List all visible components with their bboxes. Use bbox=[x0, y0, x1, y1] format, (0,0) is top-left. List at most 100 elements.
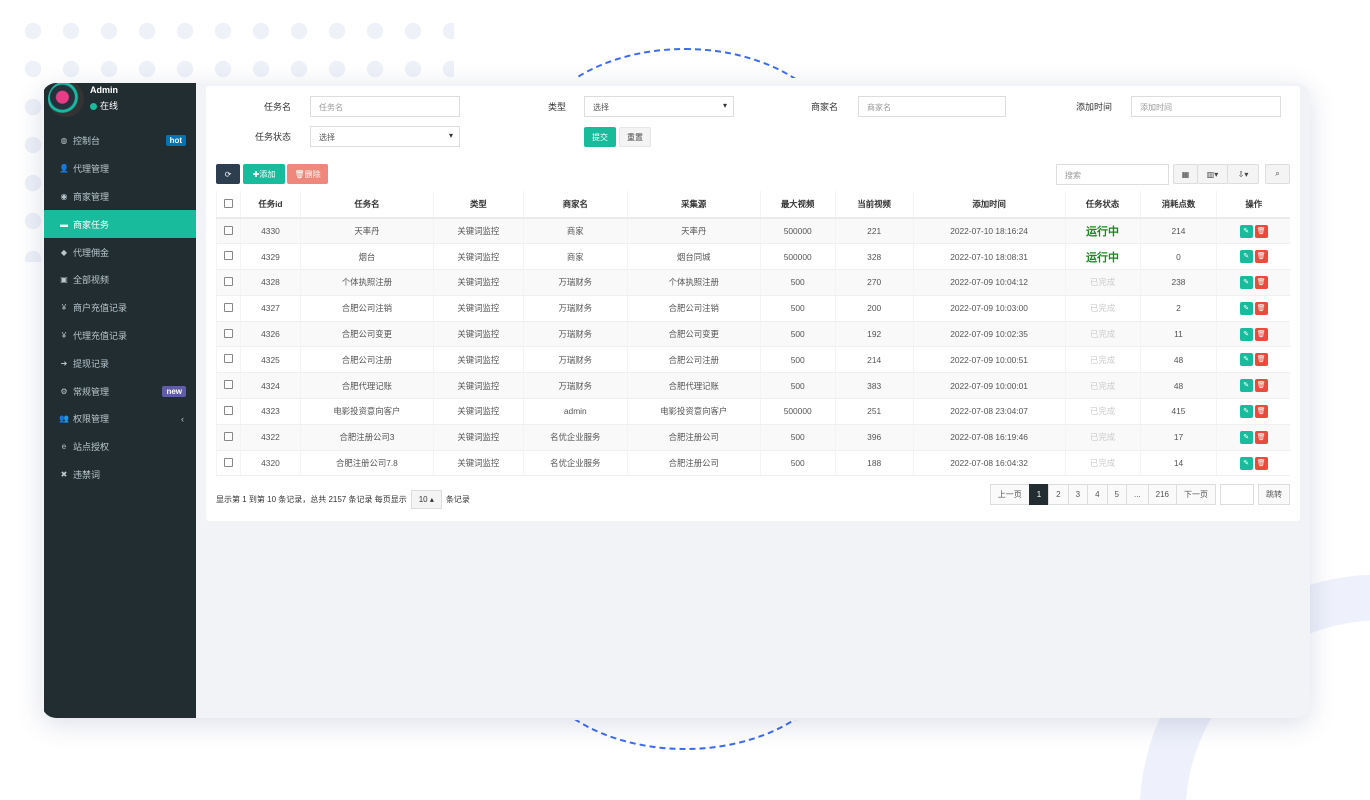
table-cell: 500000 bbox=[759, 243, 836, 271]
edit-icon[interactable]: ✎ bbox=[1239, 275, 1253, 289]
sidebar-item-6[interactable]: ¥ 商户充值记录 bbox=[44, 294, 196, 322]
trash-icon[interactable]: 🗑 bbox=[1254, 353, 1268, 367]
trash-icon[interactable]: 🗑 bbox=[1254, 275, 1268, 289]
column-header[interactable]: 任务状态 bbox=[1064, 191, 1140, 219]
status-select[interactable]: 选择 bbox=[310, 126, 460, 147]
sidebar-item-4[interactable]: ◆ 代理佣金 bbox=[44, 238, 196, 266]
page-button[interactable]: 5 bbox=[1106, 484, 1127, 505]
jump-button[interactable]: 跳转 bbox=[1258, 484, 1290, 505]
table-row: 4323 电影投资意向客户 关键词监控 admin 电影投资意向客户 500000 251 2… bbox=[216, 398, 1290, 425]
main-panel: 任务名 任务名 类型 选择 商家名 商家名 添加时间 添加时间 任务状态 选择 … bbox=[206, 86, 1300, 521]
chevron-left-icon[interactable]: ‹ bbox=[181, 413, 184, 424]
select-all-checkbox[interactable] bbox=[223, 198, 233, 208]
sidebar-item-10[interactable]: 👥 权限管理 ‹ bbox=[44, 405, 196, 433]
sidebar-item-5[interactable]: ▣ 全部视频 bbox=[44, 266, 196, 294]
column-header[interactable]: 任务名 bbox=[299, 191, 434, 219]
row-checkbox[interactable] bbox=[223, 431, 233, 441]
search-button[interactable]: ⌕ bbox=[1265, 164, 1290, 184]
edit-icon[interactable]: ✎ bbox=[1239, 301, 1253, 315]
task-name-input[interactable]: 任务名 bbox=[310, 96, 460, 117]
reset-button[interactable]: 重置 bbox=[619, 127, 651, 147]
columns-button[interactable]: ▥▾ bbox=[1197, 164, 1228, 184]
add-button[interactable]: ✚ 添加 bbox=[243, 164, 285, 184]
refresh-button[interactable]: ⟳ bbox=[216, 164, 240, 184]
sidebar-item-0[interactable]: ◍ 控制台 hot bbox=[44, 127, 196, 155]
column-header[interactable]: 操作 bbox=[1216, 191, 1290, 219]
edit-icon[interactable]: ✎ bbox=[1239, 430, 1253, 444]
column-header[interactable]: 当前视频 bbox=[834, 191, 914, 219]
table-cell: 合肥公司变更 bbox=[626, 321, 761, 348]
table-cell: 4320 bbox=[239, 450, 301, 477]
page-button[interactable]: 4 bbox=[1087, 484, 1108, 505]
row-checkbox[interactable] bbox=[223, 380, 233, 390]
sidebar-item-12[interactable]: ✖ 违禁词 bbox=[44, 461, 196, 489]
table-cell: 4322 bbox=[239, 424, 301, 451]
submit-button[interactable]: 提交 bbox=[584, 127, 616, 147]
toggle-view-button[interactable]: ▦ bbox=[1173, 164, 1198, 184]
row-checkbox[interactable] bbox=[223, 225, 233, 235]
row-checkbox[interactable] bbox=[223, 251, 233, 261]
page-button[interactable]: 3 bbox=[1067, 484, 1089, 505]
sidebar-item-11[interactable]: e 站点授权 bbox=[44, 433, 196, 461]
table-cell: 2022-07-08 16:04:32 bbox=[912, 450, 1066, 477]
trash-icon[interactable]: 🗑 bbox=[1254, 301, 1268, 315]
user-name: Admin bbox=[90, 85, 118, 95]
column-header[interactable]: 类型 bbox=[432, 191, 524, 219]
sidebar-item-3[interactable]: ▬ 商家任务 bbox=[44, 210, 196, 239]
edit-icon[interactable]: ✎ bbox=[1239, 404, 1253, 418]
row-checkbox[interactable] bbox=[223, 328, 233, 338]
row-checkbox[interactable] bbox=[223, 302, 233, 312]
trash-icon[interactable]: 🗑 bbox=[1254, 379, 1268, 393]
page-button[interactable]: 1 bbox=[1028, 484, 1050, 505]
page-button[interactable]: 2 bbox=[1048, 484, 1069, 505]
column-header[interactable]: 商家名 bbox=[522, 191, 628, 219]
edit-icon[interactable]: ✎ bbox=[1239, 224, 1253, 238]
add-time-input[interactable]: 添加时间 bbox=[1131, 96, 1281, 117]
table-cell: 万瑞财务 bbox=[522, 295, 628, 322]
page-button[interactable]: ... bbox=[1125, 484, 1149, 505]
edit-icon[interactable]: ✎ bbox=[1239, 456, 1253, 470]
merchant-input[interactable]: 商家名 bbox=[858, 96, 1006, 117]
trash-icon[interactable]: 🗑 bbox=[1254, 224, 1268, 238]
trash-icon[interactable]: 🗑 bbox=[1254, 327, 1268, 341]
trash-icon[interactable]: 🗑 bbox=[1254, 404, 1268, 418]
row-select-cell bbox=[216, 424, 241, 451]
column-header[interactable]: 采集源 bbox=[626, 191, 761, 219]
type-select[interactable]: 选择 bbox=[584, 96, 734, 117]
export-button[interactable]: ⇩▾ bbox=[1227, 164, 1259, 184]
delete-button[interactable]: 🗑 删除 bbox=[287, 164, 328, 184]
sidebar-item-8[interactable]: ➜ 提现记录 bbox=[44, 349, 196, 377]
trash-icon[interactable]: 🗑 bbox=[1254, 456, 1268, 470]
edit-icon[interactable]: ✎ bbox=[1239, 353, 1253, 367]
column-header[interactable]: 添加时间 bbox=[912, 191, 1066, 219]
sidebar-item-1[interactable]: 👤 代理管理 bbox=[44, 155, 196, 183]
group-icon: 👥 bbox=[59, 414, 69, 424]
row-checkbox[interactable] bbox=[223, 354, 233, 364]
column-header[interactable]: 消耗点数 bbox=[1139, 191, 1217, 219]
table-cell: 天率丹 bbox=[626, 218, 761, 245]
edit-icon[interactable]: ✎ bbox=[1239, 250, 1253, 264]
column-header[interactable]: 任务id bbox=[239, 191, 301, 219]
page-button[interactable]: 216 bbox=[1147, 484, 1177, 505]
jump-page-input[interactable] bbox=[1220, 484, 1254, 505]
prev-page-button[interactable]: 上一页 bbox=[989, 484, 1030, 505]
search-input[interactable]: 搜索 bbox=[1056, 164, 1169, 185]
column-header[interactable]: 最大视频 bbox=[759, 191, 836, 219]
task-table: 任务id 任务名 类型 商家名 采集源 最大视频 当前视频 添加时间 任务状态 消耗点数 操作 43… bbox=[216, 191, 1290, 477]
sign-in-icon: ➜ bbox=[60, 358, 68, 368]
row-checkbox[interactable] bbox=[223, 405, 233, 415]
trash-icon[interactable]: 🗑 bbox=[1254, 250, 1268, 264]
row-checkbox[interactable] bbox=[223, 276, 233, 286]
row-checkbox[interactable] bbox=[223, 457, 233, 467]
sidebar-badge: new bbox=[162, 385, 186, 397]
next-page-button[interactable]: 下一页 bbox=[1176, 484, 1216, 505]
edit-icon[interactable]: ✎ bbox=[1239, 327, 1253, 341]
page-size-select[interactable]: 10 ▴ bbox=[410, 490, 442, 509]
avatar bbox=[48, 83, 84, 117]
edit-icon[interactable]: ✎ bbox=[1239, 379, 1253, 393]
trash-icon[interactable]: 🗑 bbox=[1254, 430, 1268, 444]
sidebar-item-9[interactable]: ⚙ 常规管理 new bbox=[44, 377, 196, 405]
sidebar-item-2[interactable]: ◉ 商家管理 bbox=[44, 183, 196, 211]
sidebar-item-7[interactable]: ¥ 代理充值记录 bbox=[44, 322, 196, 350]
card-icon: ▬ bbox=[60, 219, 68, 229]
